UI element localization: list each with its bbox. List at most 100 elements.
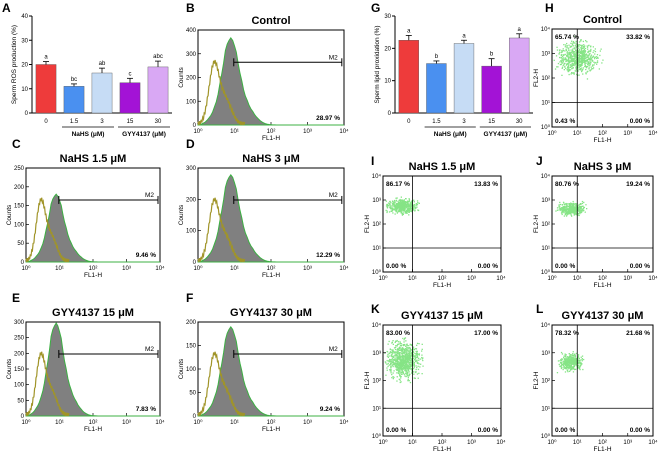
scatter-point [410,364,412,366]
scatter-point [404,212,406,214]
scatter-point [398,353,400,355]
scatter-point [579,44,581,46]
scatter-point [580,206,582,208]
scatter-point [564,59,566,61]
y-tick-label: 0 [21,414,25,420]
scatter-point [404,207,406,209]
scatter-point [583,60,585,63]
scatter-point [570,57,572,59]
scatter-point [568,367,570,369]
scatter-point [577,357,579,359]
scatter-point [573,51,575,53]
scatter-point [389,370,391,372]
y-tick-label: 200 [14,185,25,191]
scatter-point [392,360,394,362]
y-tick-label: 0 [193,414,197,420]
scatter-point [407,361,409,363]
scatter-point [413,204,415,206]
scatter-point [398,206,400,209]
scatter-point [400,355,403,357]
scatter-point [408,199,411,201]
y-tick-label: 10³ [372,198,381,204]
scatter-point [390,355,392,357]
scatter-point [405,356,407,358]
scatter-point [560,367,563,370]
scatter-point [572,48,574,50]
scatter-point [577,214,579,216]
panel-title: NaHS 3 μM [574,161,631,173]
scatter-point [399,346,401,348]
x-tick-label: 10⁴ [155,419,165,426]
y-tick-label: 0 [25,111,29,117]
scatter-point [405,350,407,352]
scatter-point [392,378,394,380]
x-tick-label: 10² [598,276,607,282]
scatter-point [401,360,403,363]
scatter-point [568,366,570,368]
scatter-point [578,208,580,210]
scatter-point [387,365,389,368]
scatter-point [390,208,392,210]
scatter-point [567,59,569,61]
scatter-point [409,381,412,384]
scatter-point [405,356,407,358]
scatter-point [396,357,398,360]
scatter-point [562,54,564,57]
quadrant-ul-percent: 83.00 % [386,330,410,337]
scatter-point [561,58,563,60]
scatter-point [405,375,407,378]
scatter-point [600,48,602,50]
significance-letter: b [490,52,494,58]
scatter-point [397,358,399,360]
scatter-point [403,355,405,357]
scatter-point [396,349,399,351]
x-tick-label: 10⁰ [378,439,388,446]
scatter-point [566,206,568,208]
scatter-point [391,355,393,358]
scatter-point [560,364,563,366]
scatter-point [404,349,406,351]
group-label: NaHS (μM) [72,131,105,138]
control-histogram [25,351,70,417]
scatter-point [566,46,568,49]
panel-letter: D [186,137,195,151]
scatter-point [401,362,403,364]
scatter-point [416,344,418,346]
scatter-point [577,59,579,62]
scatter-point [406,346,408,349]
scatter-point [565,210,568,212]
scatter-point [410,210,413,213]
y-tick-label: 10¹ [372,246,381,252]
scatter-point [399,199,401,201]
scatter-point [581,208,583,210]
scatter-point [403,344,405,347]
scatter-point [405,367,407,370]
scatter-point [402,212,404,214]
scatter-point [589,60,591,62]
scatter-point [569,369,572,371]
panel-title: GYY4137 30 μM [230,307,312,319]
scatter-point [564,213,567,215]
scatter-point [570,356,572,358]
scatter-cloud [556,351,585,374]
scatter-point [403,202,406,204]
scatter-point [570,51,572,54]
scatter-point [565,359,567,361]
scatter-point [391,361,394,364]
scatter-point [407,368,409,370]
scatter-point [418,343,420,345]
y-tick-label: 10⁰ [541,269,551,276]
scatter-point [573,60,575,62]
scatter-point [398,209,400,211]
scatter-point [399,369,401,371]
scatter-point [401,210,403,212]
scatter-point [412,205,415,208]
scatter-point [397,203,399,205]
scatter-point [580,203,582,205]
scatter-point [415,350,417,353]
scatter-point [411,370,413,372]
scatter-point [401,213,403,215]
scatter-point [570,58,572,60]
x-tick-label: 3 [100,119,104,125]
